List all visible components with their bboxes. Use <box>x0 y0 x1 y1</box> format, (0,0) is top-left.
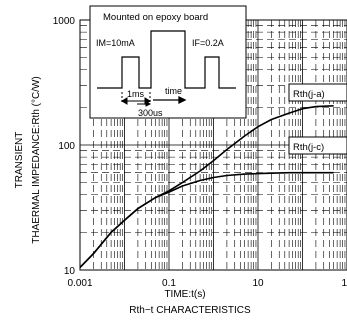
y-axis-label-line2: THAERMAL IMPEDANCE:Rth (°C/W) <box>31 76 42 244</box>
label-rth-ja-text: Rth(j-a) <box>293 89 325 100</box>
y-tick-label: 10 <box>64 266 76 277</box>
x-axis-label: TIME:t(s) <box>164 289 205 300</box>
y-tick-label: 100 <box>58 141 75 152</box>
label-rth-ja-box <box>288 83 347 102</box>
label-rth-jc-text: Rth(j-c) <box>293 142 324 153</box>
time-label: time <box>165 86 182 96</box>
x-tick-label: 10 <box>252 278 264 289</box>
label-rth-jc-box <box>288 136 347 155</box>
series-line-rth-jc <box>79 171 334 268</box>
label-rth-jc: Rth(j-c) <box>288 136 347 155</box>
pulse-300-arrow <box>137 101 152 107</box>
x-tick-label: 10 <box>341 278 347 289</box>
im-label: IM=10mA <box>96 38 135 48</box>
series-layer <box>79 105 334 268</box>
if-label: IF=0.2A <box>192 38 224 48</box>
one-ms-label: 1ms <box>127 89 145 99</box>
pulse-300-label: 300us <box>138 108 163 118</box>
one-ms-dimension <box>121 92 151 104</box>
time-arrow <box>153 95 187 105</box>
inset-diagram: Mounted on epoxy board IM=10mA IF=0.2A 1… <box>89 5 247 119</box>
y-tick-label: 1000 <box>53 16 76 27</box>
pulse-waveform <box>97 30 236 89</box>
inset-title: Mounted on epoxy board <box>103 12 208 23</box>
label-rth-ja: Rth(j-a) <box>288 83 347 102</box>
x-tick-label: 0.1 <box>162 278 176 289</box>
grid-layer <box>80 20 347 270</box>
tick-layer: 0.001 0.1 10 10 10 100 1000 <box>53 16 347 289</box>
x-tick-label: 0.001 <box>67 278 92 289</box>
y-axis-label-line1: TRANSIENT <box>14 132 25 189</box>
inset-frame <box>89 5 247 119</box>
chart-title: Rth−t CHARACTERISTICS <box>129 305 251 316</box>
